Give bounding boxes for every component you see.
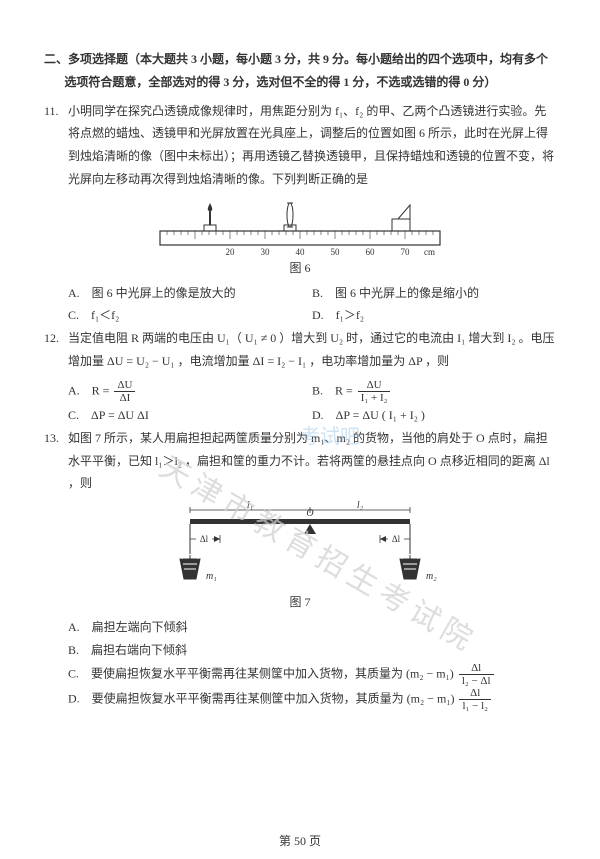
svg-text:l₂: l₂ [357,501,364,511]
figure-7-caption: 图 7 [44,591,556,614]
q11-options: A. 图 6 中光屏上的像是放大的 B. 图 6 中光屏上的像是缩小的 C. f… [44,282,556,328]
q12-opt-a: A. R = ΔUΔI [68,379,312,404]
q12-text: 当定值电阻 R 两端的电压由 U₁（ U₁ ≠ 0 ）增大到 U₂ 时，通过它的… [68,331,555,368]
question-11: 11. 小明同学在探究凸透镜成像规律时，用焦距分别为 f₁、f₂ 的甲、乙两个凸… [44,100,556,191]
svg-text:l₁: l₁ [247,501,253,511]
q12-opt-b: B. R = ΔUI₁ + I₂ [312,379,556,404]
q11-opt-c: C. f₁＜f₂ [68,304,312,327]
svg-text:20: 20 [226,247,236,257]
svg-text:Δl: Δl [392,534,401,544]
svg-text:Δl: Δl [200,534,209,544]
section-heading: 二、多项选择题（本大题共 3 小题，每小题 3 分，共 9 分。每小题给出的四个… [44,48,556,94]
figure-6: 20 30 40 50 60 70 cm 图 6 [44,197,556,280]
qnum-11: 11. [44,100,59,123]
qnum-12: 12. [44,327,59,350]
svg-text:cm: cm [424,247,435,257]
svg-text:50: 50 [331,247,341,257]
question-12: 12. 当定值电阻 R 两端的电压由 U₁（ U₁ ≠ 0 ）增大到 U₂ 时，… [44,327,556,373]
svg-text:m₁: m₁ [206,571,217,582]
svg-text:60: 60 [366,247,376,257]
q11-text: 小明同学在探究凸透镜成像规律时，用焦距分别为 f₁、f₂ 的甲、乙两个凸透镜进行… [68,104,554,186]
figure-7: O l₁ l₂ Δl Δ [44,501,556,614]
page-footer: 第 50 页 [0,832,600,849]
page: 二、多项选择题（本大题共 3 小题，每小题 3 分，共 9 分。每小题给出的四个… [0,0,600,732]
svg-text:40: 40 [296,247,306,257]
q13-opt-a: A. 扁担左端向下倾斜 [68,616,556,639]
q13-options: A. 扁担左端向下倾斜 B. 扁担右端向下倾斜 C. 要使扁担恢复水平平衡需再往… [44,616,556,712]
q12-options: A. R = ΔUΔI B. R = ΔUI₁ + I₂ C. ΔP = ΔU … [44,379,556,427]
q12-opt-d: D. ΔP = ΔU ( I₁ + I₂ ) [312,404,556,427]
q11-opt-a: A. 图 6 中光屏上的像是放大的 [68,282,312,305]
qnum-13: 13. [44,427,59,450]
q11-opt-d: D. f₁＞f₂ [312,304,556,327]
q13-opt-c: C. 要使扁担恢复水平平衡需再往某侧筐中加入货物，其质量为 (m₂ − m₁) … [68,662,556,687]
svg-text:70: 70 [401,247,411,257]
q13-text: 如图 7 所示，某人用扁担担起两筐质量分别为 m₁、m₂ 的货物，当他的肩处于 … [68,431,550,491]
figure-6-caption: 图 6 [44,257,556,280]
svg-text:m₂: m₂ [426,571,437,582]
q13-opt-d: D. 要使扁担恢复水平平衡需再往某侧筐中加入货物，其质量为 (m₂ − m₁) … [68,687,556,712]
question-13: 13. 如图 7 所示，某人用扁担担起两筐质量分别为 m₁、m₂ 的货物，当他的… [44,427,556,495]
q12-opt-c: C. ΔP = ΔU ΔI [68,404,312,427]
q11-opt-b: B. 图 6 中光屏上的像是缩小的 [312,282,556,305]
q13-opt-b: B. 扁担右端向下倾斜 [68,639,556,662]
svg-text:30: 30 [261,247,271,257]
